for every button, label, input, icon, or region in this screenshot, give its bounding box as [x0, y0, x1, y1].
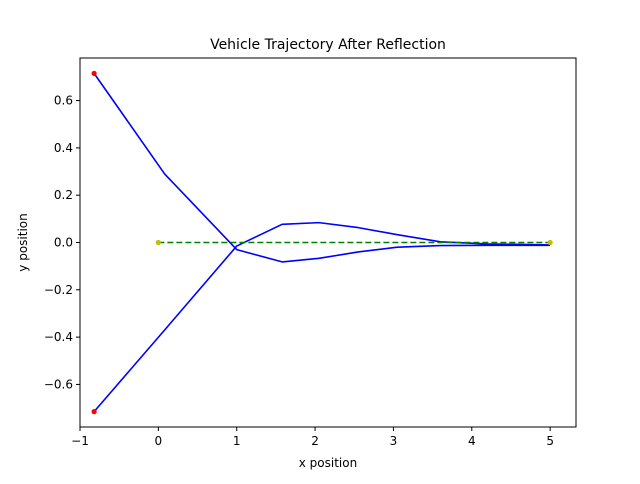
tick-layer: −1 0 1 2 3 4 5 −0.6 −0.4 −0.2 0.0 0.2 0.4 0.6 [44, 94, 554, 448]
trajectory-line-2 [93, 221, 551, 413]
x-tick-label: −1 [71, 434, 89, 448]
x-tick-label: 4 [468, 434, 476, 448]
y-tick-label: 0.4 [54, 141, 73, 155]
x-tick-label: 5 [546, 434, 554, 448]
y-tick-label: −0.6 [44, 377, 73, 391]
x-axis-label: x position [299, 456, 357, 470]
marker-point-3 [155, 239, 161, 246]
chart-title: Vehicle Trajectory After Reflection [210, 37, 446, 53]
marker-point-2 [91, 409, 97, 415]
plot-layer [91, 70, 553, 415]
y-tick-label: 0.0 [54, 236, 73, 250]
y-tick-label: −0.2 [44, 283, 73, 297]
marker-point-4 [547, 239, 553, 246]
y-tick-label: 0.2 [54, 188, 73, 202]
y-tick-label: −0.4 [44, 330, 73, 344]
x-tick-label: 1 [233, 434, 241, 448]
marker-point-1 [91, 70, 97, 76]
y-axis-label: y position [16, 213, 30, 271]
y-tick-label: 0.6 [54, 94, 73, 108]
trajectory-line-1 [93, 72, 551, 263]
x-tick-label: 0 [155, 434, 163, 448]
x-tick-label: 3 [390, 434, 398, 448]
x-tick-label: 2 [311, 434, 319, 448]
